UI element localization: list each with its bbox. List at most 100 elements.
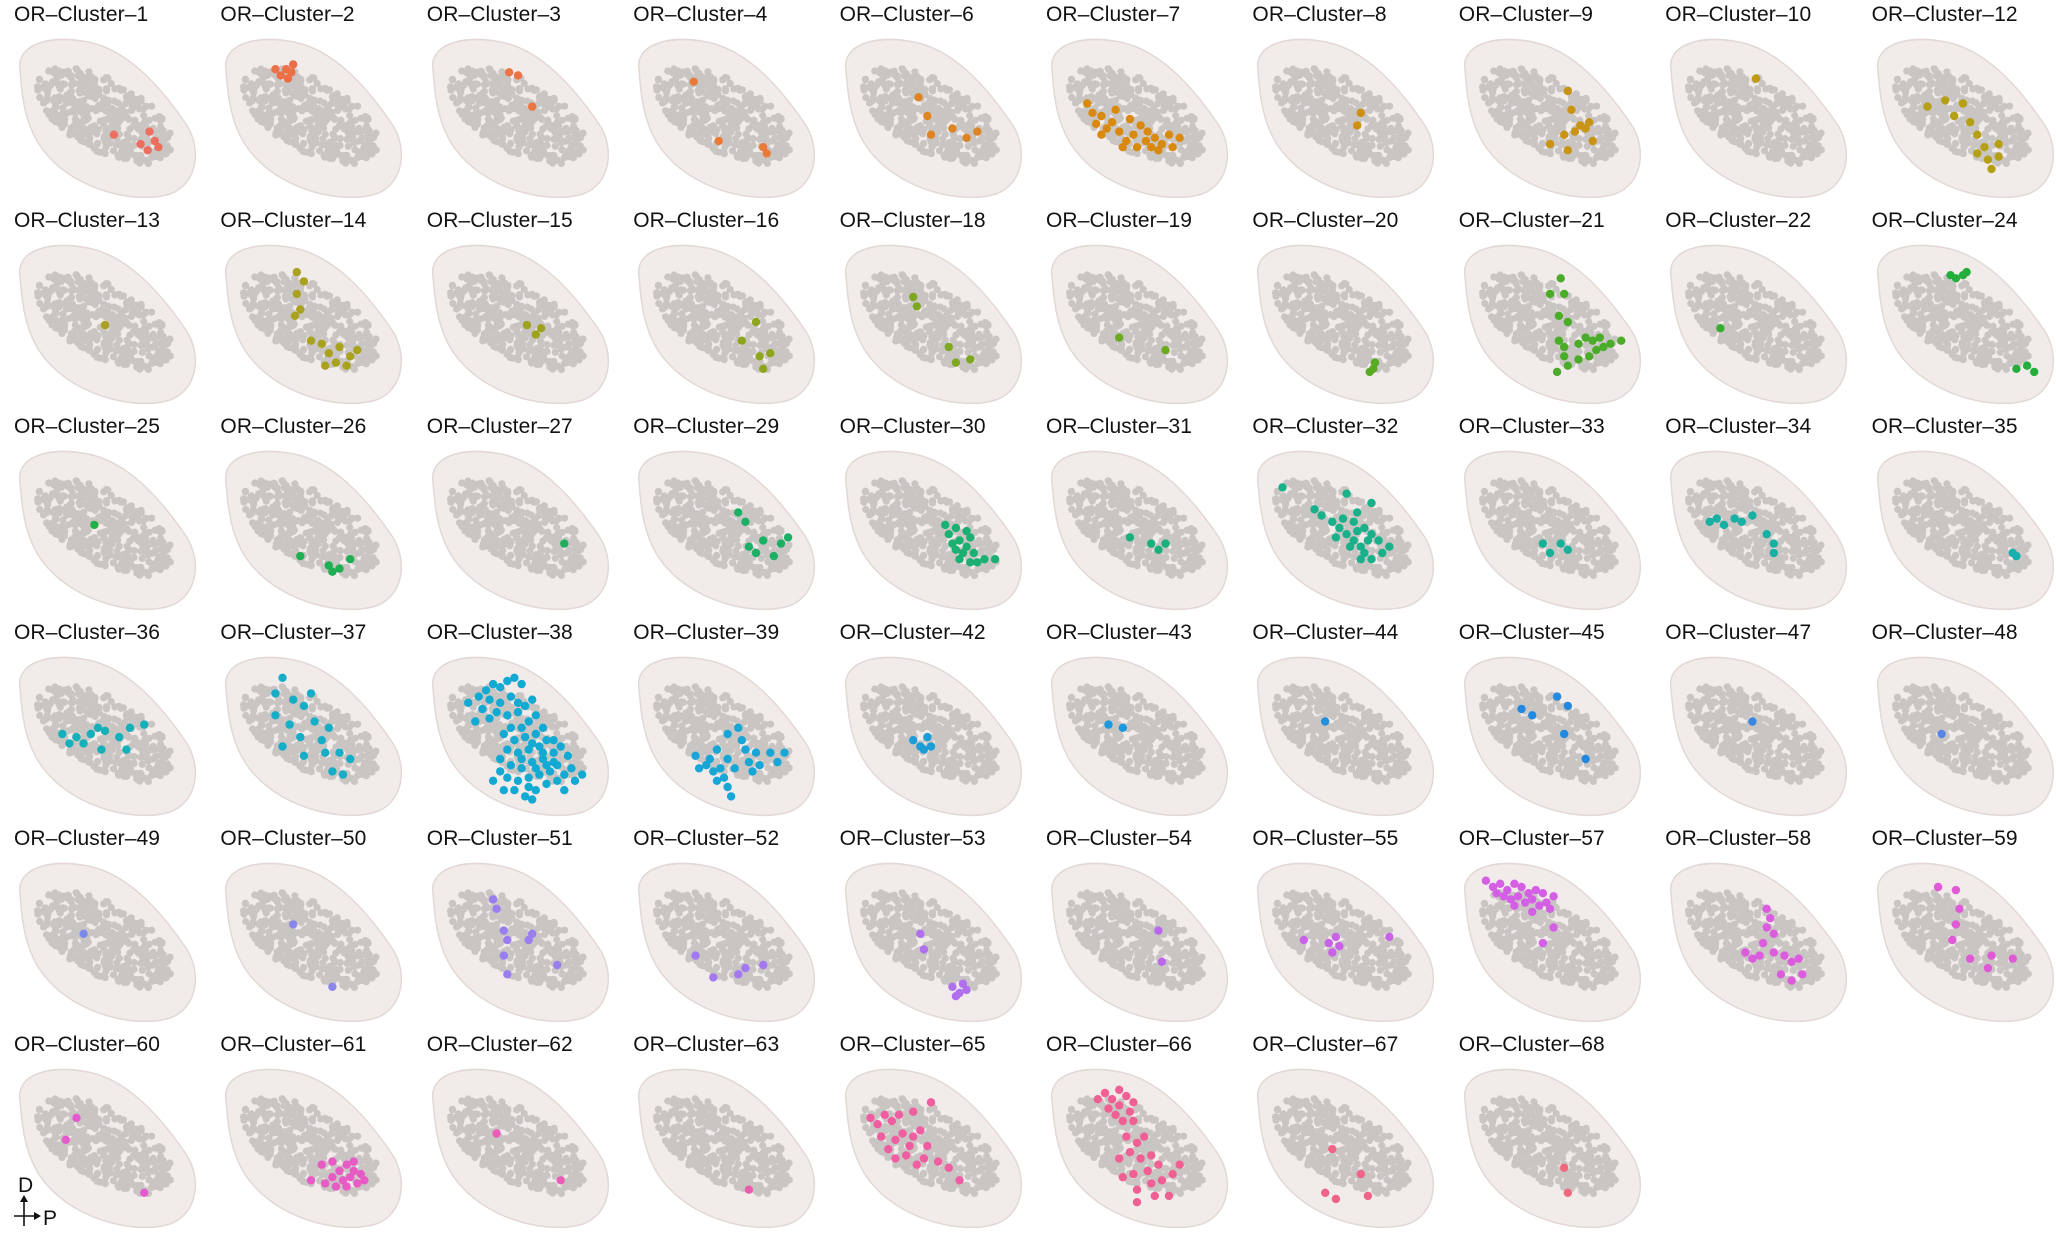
background-point [1769, 110, 1777, 118]
background-point [1404, 129, 1412, 137]
background-point [498, 68, 506, 76]
background-point [1993, 159, 2001, 167]
background-point [309, 293, 317, 301]
background-point [663, 88, 671, 97]
background-point [1952, 125, 1960, 134]
background-point [514, 322, 522, 330]
cluster-point [1107, 118, 1117, 127]
background-point [677, 81, 685, 89]
background-point [1533, 105, 1541, 113]
background-point [250, 88, 258, 97]
background-point [1546, 116, 1554, 124]
background-point [670, 94, 678, 102]
background-point [2014, 128, 2023, 136]
background-point [986, 142, 994, 150]
background-point [1924, 89, 1932, 97]
background-point [2015, 133, 2023, 142]
background-point [1774, 130, 1782, 138]
background-points [446, 65, 587, 167]
background-point [496, 74, 505, 82]
background-point [48, 107, 56, 116]
background-point [48, 115, 56, 123]
background-point [310, 107, 318, 115]
background-point [139, 311, 148, 319]
background-point [1294, 115, 1302, 123]
cluster-panel: OR–Cluster–3 [413, 0, 619, 206]
background-point [310, 313, 318, 321]
background-point [1715, 67, 1723, 75]
background-point [938, 141, 946, 149]
background-point [1605, 142, 1614, 150]
background-point [1176, 128, 1184, 136]
background-point [1320, 109, 1328, 117]
background-point [85, 92, 93, 100]
background-point [161, 142, 169, 150]
background-point [72, 271, 80, 279]
background-point [34, 83, 42, 91]
background-point [278, 271, 287, 279]
background-point [763, 128, 772, 136]
panel-title: OR–Cluster–15 [427, 209, 573, 233]
background-point [242, 281, 250, 289]
background-point [448, 93, 457, 102]
cluster-scatter-plot [638, 38, 816, 199]
background-point [1348, 147, 1356, 155]
background-point [1915, 94, 1924, 102]
background-point [524, 85, 532, 93]
background-point [1327, 128, 1335, 136]
background-point [351, 146, 359, 154]
background-point [1533, 128, 1541, 136]
background-point [346, 105, 354, 113]
background-point [1349, 85, 1357, 93]
background-point [915, 79, 923, 87]
background-point [1184, 152, 1192, 160]
cluster-point [1588, 136, 1597, 146]
background-point [1547, 74, 1555, 82]
highlighted-points [291, 267, 362, 370]
background-point [94, 139, 102, 147]
background-point [361, 347, 369, 355]
background-point [143, 342, 151, 350]
background-point [1320, 126, 1328, 134]
background-point [1758, 79, 1766, 88]
background-point [497, 114, 505, 122]
background-point [1332, 139, 1340, 147]
background-point [274, 81, 282, 89]
background-point [1782, 103, 1790, 111]
background-point [1067, 75, 1075, 83]
background-point [1375, 151, 1383, 159]
cluster-scatter-plot [1257, 38, 1435, 199]
background-point [513, 94, 521, 102]
cluster-point [317, 339, 327, 348]
background-point [1988, 103, 1996, 111]
background-point [1584, 111, 1593, 120]
background-point [1106, 98, 1114, 106]
background-point [331, 115, 339, 123]
background-point [1907, 69, 1916, 77]
background-point [1557, 141, 1565, 149]
background-point [549, 151, 558, 159]
background-point [873, 115, 882, 123]
background-point [1982, 115, 1991, 123]
background-point [522, 147, 530, 155]
background-point [254, 313, 263, 322]
background-point [1817, 129, 1825, 137]
background-point [687, 99, 695, 107]
background-point [1735, 74, 1743, 82]
background-point [82, 109, 90, 117]
background-point [568, 141, 576, 149]
background-point [1395, 128, 1403, 136]
background-point [73, 129, 81, 137]
background-point [103, 140, 111, 149]
background-point [983, 133, 991, 142]
background-point [157, 128, 165, 136]
background-point [145, 352, 153, 360]
background-point [1701, 69, 1709, 77]
background-point [1947, 79, 1955, 87]
cluster-panel: OR–Cluster–1 [0, 0, 206, 206]
background-point [1327, 105, 1335, 113]
background-point [77, 342, 85, 351]
background-point [950, 115, 959, 123]
background-point [1699, 107, 1707, 116]
background-point [43, 313, 51, 321]
